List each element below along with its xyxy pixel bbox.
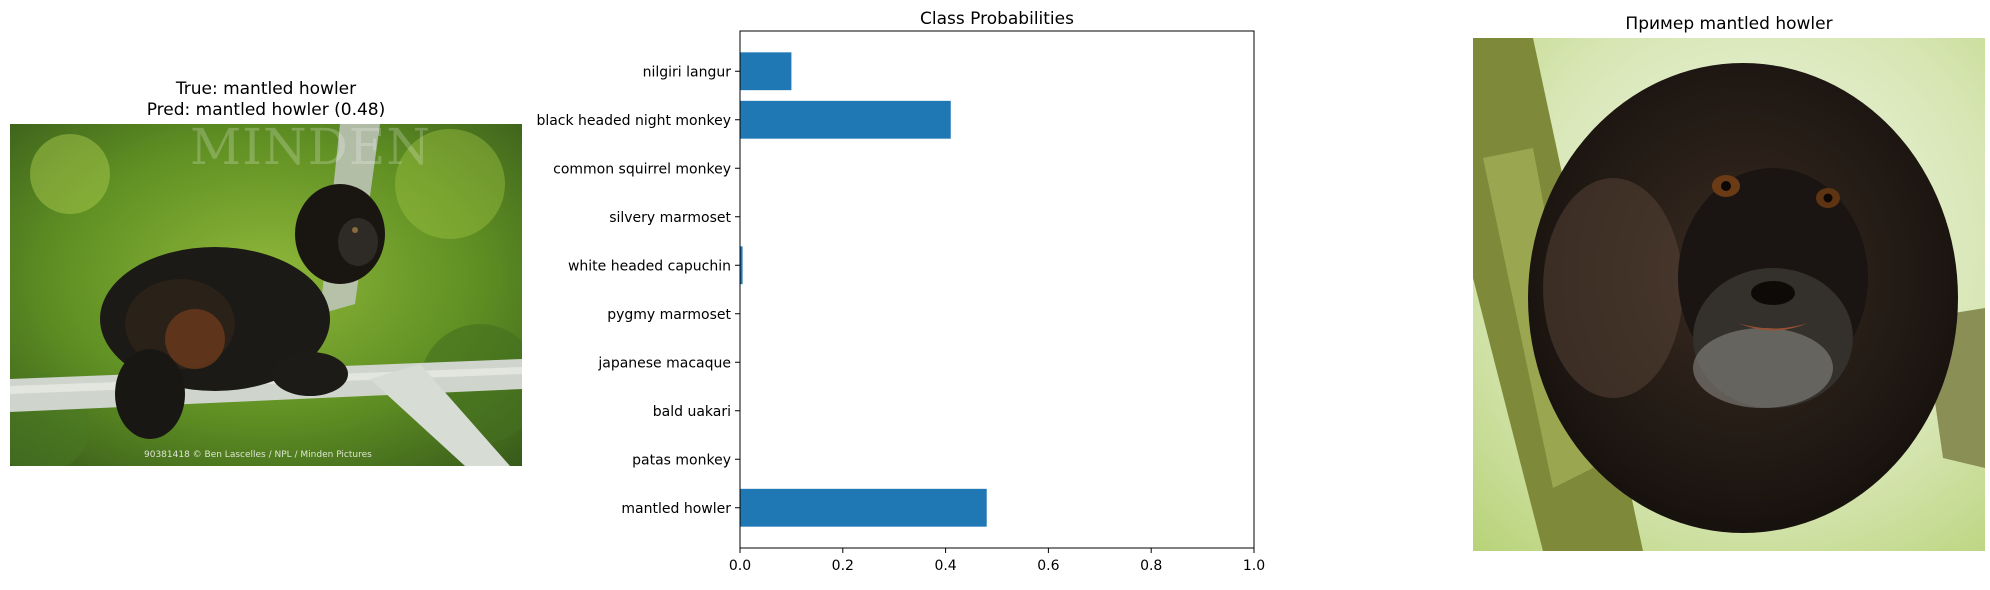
- y-tick-label: common squirrel monkey: [553, 161, 731, 177]
- chart-title: Class Probabilities: [920, 9, 1074, 29]
- y-tick-label: black headed night monkey: [536, 113, 731, 129]
- y-tick-label: silvery marmoset: [609, 210, 731, 226]
- bar-black-headed-night-monkey: [740, 100, 951, 139]
- y-tick-label: patas monkey: [632, 452, 731, 468]
- x-tick-label: 0.4: [934, 558, 956, 574]
- photo-watermark: MINDEN: [190, 124, 432, 176]
- x-ticks: 0.0 0.2 0.4 0.6 0.8 1.0: [729, 548, 1265, 574]
- y-tick-label: nilgiri langur: [643, 64, 732, 80]
- bar-nilgiri-langur: [740, 52, 792, 91]
- prediction-title-true: True: mantled howler: [175, 79, 357, 99]
- y-tick-label: bald uakari: [653, 404, 731, 420]
- bar-white-headed-capuchin: [740, 246, 743, 285]
- bars-layer: [740, 52, 987, 527]
- y-tick-labels: mantled howler patas monkey bald uakari jap…: [536, 64, 740, 517]
- example-title: Пример mantled howler: [1625, 14, 1833, 34]
- x-tick-label: 1.0: [1243, 558, 1265, 574]
- plot-frame: [739, 30, 1255, 549]
- y-tick-label: mantled howler: [621, 501, 731, 517]
- example-monkey-photo: [1473, 38, 1985, 551]
- y-tick-label: white headed capuchin: [568, 258, 731, 274]
- x-tick-label: 0.2: [832, 558, 854, 574]
- bar-mantled-howler: [740, 488, 987, 527]
- y-tick-label: pygmy marmoset: [607, 307, 731, 323]
- photo-credit: 90381418 © Ben Lascelles / NPL / Minden …: [144, 450, 372, 460]
- query-monkey-photo: MINDEN 90381418 © Ben Lascelles / NPL / …: [10, 124, 522, 466]
- x-tick-label: 0.8: [1140, 558, 1162, 574]
- y-tick-label: japanese macaque: [597, 355, 731, 371]
- x-tick-label: 0.6: [1037, 558, 1059, 574]
- x-tick-label: 0.0: [729, 558, 751, 574]
- prediction-title-pred: Pred: mantled howler (0.48): [146, 100, 386, 120]
